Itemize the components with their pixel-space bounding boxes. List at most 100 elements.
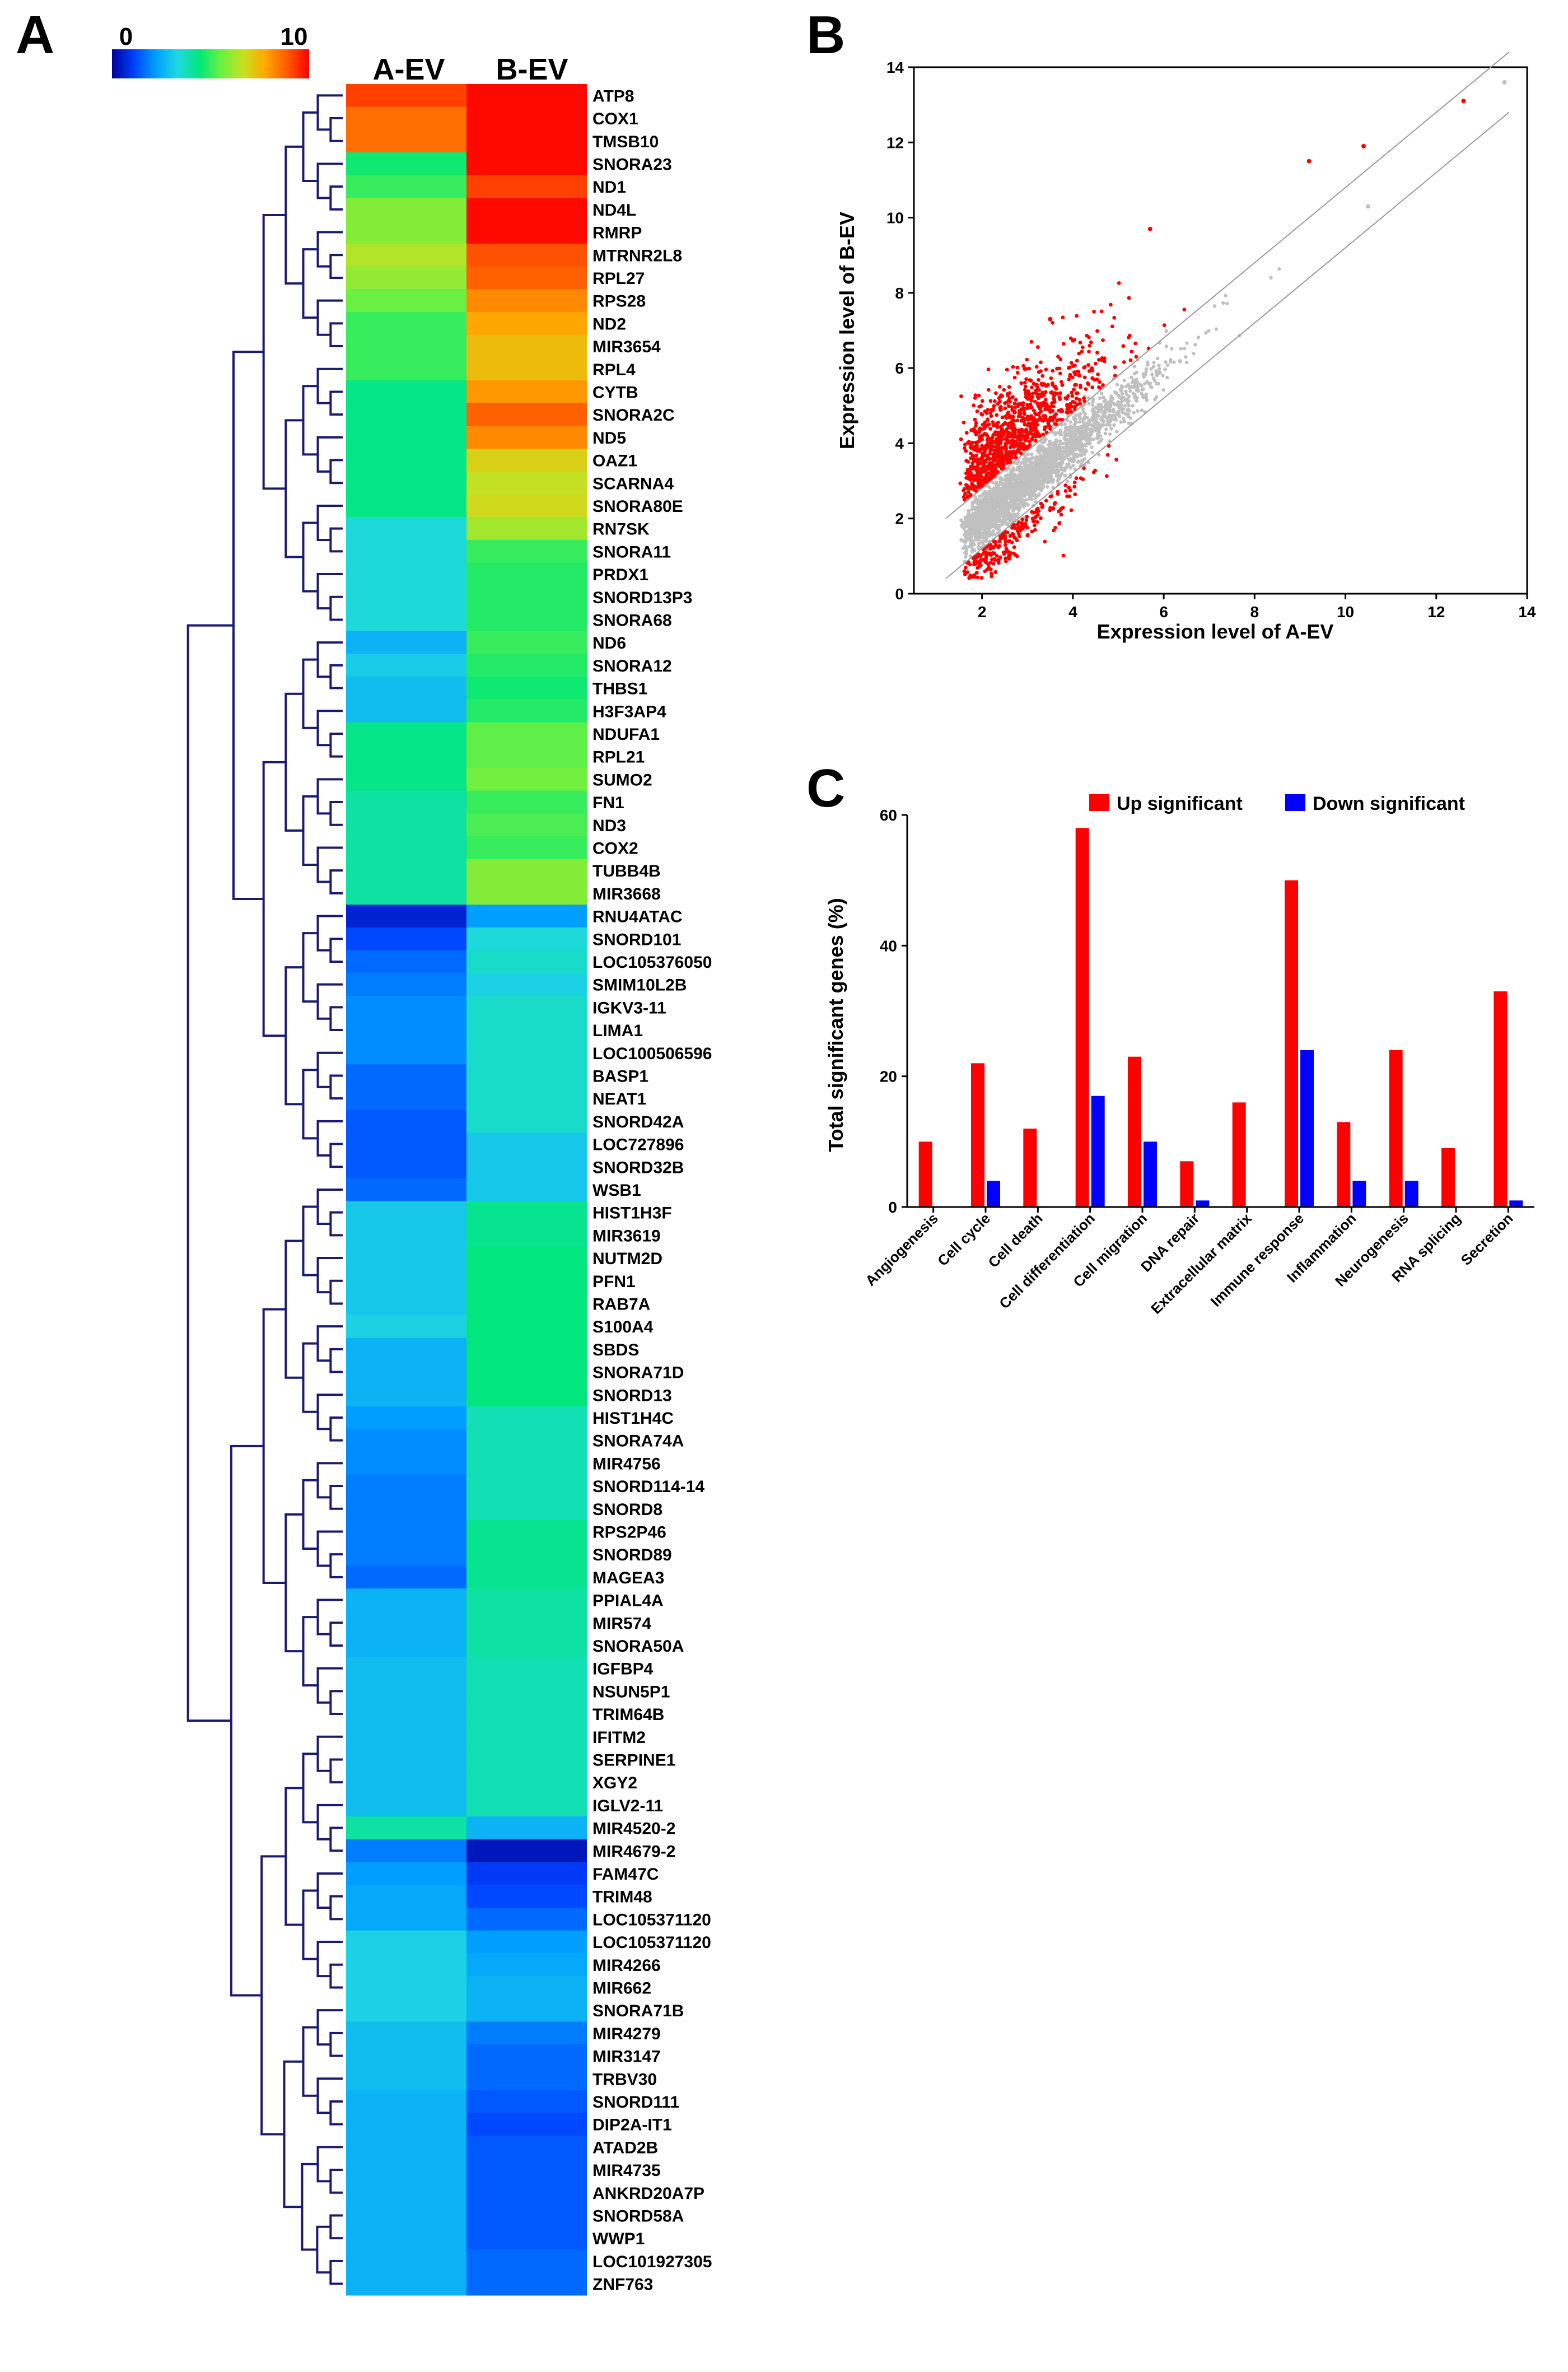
- scatter-point: [1073, 437, 1077, 441]
- scatter-point: [1059, 449, 1063, 454]
- scatter-point: [1041, 449, 1046, 453]
- scatter-point: [997, 539, 1002, 544]
- scatter-point: [1069, 361, 1074, 365]
- scatter-point: [1091, 400, 1095, 404]
- scatter-point: [1022, 410, 1026, 414]
- scatter-point: [1001, 550, 1006, 554]
- scatter-point: [975, 444, 979, 448]
- scatter-point: [1072, 388, 1076, 392]
- scatter-point: [1072, 370, 1076, 374]
- scatter-point: [963, 572, 967, 577]
- scatter-point: [992, 399, 997, 403]
- scatter-point: [1134, 398, 1138, 403]
- scatter-point: [1082, 452, 1087, 456]
- scatter-point: [1051, 506, 1056, 510]
- scatter-point: [1043, 539, 1047, 544]
- scatter-point: [1031, 473, 1035, 477]
- scatter-point: [1109, 404, 1113, 408]
- scatter-point: [990, 448, 994, 452]
- scatter-point: [1012, 551, 1016, 556]
- dendrogram-branch: [329, 1006, 343, 1032]
- heatmap-row-label: LOC101927305: [592, 2253, 712, 2271]
- heatmap-row-label: SNORA50A: [592, 1637, 684, 1656]
- scatter-x-tick-label: 10: [1337, 603, 1354, 621]
- scatter-point: [1053, 442, 1057, 446]
- scatter-point: [1039, 409, 1043, 413]
- scatter-point: [1103, 431, 1107, 435]
- scatter-point: [1083, 442, 1088, 446]
- heatmap-cell: [346, 312, 466, 335]
- scatter-point: [1081, 477, 1085, 482]
- scatter-point: [997, 498, 1001, 502]
- scatter-point: [1011, 365, 1015, 369]
- scatter-point: [1021, 403, 1025, 408]
- scatter-point: [1048, 495, 1053, 499]
- scatter-point: [982, 539, 986, 543]
- heatmap-row-label: RPL4: [592, 361, 636, 379]
- scatter-point: [988, 511, 992, 516]
- scatter-point: [1097, 428, 1101, 432]
- scatter-point: [1015, 435, 1020, 440]
- scatter-point: [984, 411, 989, 416]
- heatmap-row-label: ZNF763: [592, 2276, 653, 2294]
- scatter-point: [1094, 428, 1098, 433]
- scatter-point: [1074, 428, 1077, 432]
- scatter-point: [1035, 520, 1039, 524]
- scatter-point: [1040, 374, 1045, 378]
- heatmap-row-label: LIMA1: [592, 1022, 643, 1040]
- scatter-point: [1034, 496, 1038, 500]
- scatter-point: [1003, 556, 1007, 561]
- scatter-point: [1196, 335, 1201, 339]
- scatter-point: [966, 490, 970, 494]
- scatter-point: [1057, 456, 1061, 461]
- scatter-point: [1004, 559, 1008, 563]
- scatter-point: [1124, 389, 1128, 393]
- scatter-point: [1015, 474, 1020, 478]
- scatter-point: [1112, 410, 1116, 414]
- scatter-point: [1057, 366, 1062, 371]
- dendrogram-branch: [329, 117, 343, 142]
- scatter-point: [975, 520, 979, 524]
- scatter-point: [1009, 551, 1013, 555]
- dendrogram-branch: [329, 1553, 343, 1578]
- scatter-point: [1041, 461, 1045, 465]
- scatter-point: [1040, 471, 1045, 476]
- scatter-point: [1020, 526, 1025, 530]
- scatter-point: [1029, 437, 1034, 441]
- dendrogram-branch: [232, 351, 264, 901]
- heatmap-row-label: MIR3654: [592, 338, 661, 356]
- scatter-point: [977, 541, 981, 546]
- scatter-point: [1131, 392, 1136, 395]
- heatmap-row-label: ANKRD20A7P: [592, 2184, 704, 2203]
- heatmap-row-label: HIST1H3F: [592, 1204, 672, 1223]
- dendrogram-branch: [329, 2259, 343, 2285]
- heatmap-cell: [466, 517, 587, 540]
- scatter-point: [1023, 422, 1027, 427]
- heatmap-cell: [346, 859, 466, 883]
- scatter-point: [1047, 423, 1051, 427]
- scatter-point: [1065, 397, 1069, 401]
- scatter-point: [1164, 329, 1168, 333]
- scatter-point: [981, 454, 986, 458]
- scatter-x-tick-label: 8: [1250, 603, 1259, 621]
- scatter-point: [1035, 418, 1039, 423]
- bar: [1509, 1200, 1523, 1207]
- scatter-point: [1040, 390, 1045, 395]
- scatter-point: [1018, 441, 1023, 445]
- scatter-point: [1095, 423, 1099, 427]
- scatter-point: [1134, 355, 1138, 359]
- scatter-point: [1013, 526, 1018, 530]
- heatmap-row-label: HIST1H4C: [592, 1409, 674, 1428]
- scatter-point: [1042, 427, 1047, 432]
- scatter-point: [1128, 358, 1133, 362]
- scatter-point: [996, 531, 1000, 535]
- scatter-point: [988, 567, 993, 572]
- scatter-point: [1016, 414, 1021, 419]
- scatter-point: [1127, 421, 1131, 425]
- scatter-point: [982, 510, 986, 514]
- heatmap-row-label: SNORD8: [592, 1500, 662, 1519]
- heatmap-row-label: ND5: [592, 429, 626, 448]
- scatter-point: [997, 527, 1001, 532]
- scatter-point: [1135, 370, 1138, 375]
